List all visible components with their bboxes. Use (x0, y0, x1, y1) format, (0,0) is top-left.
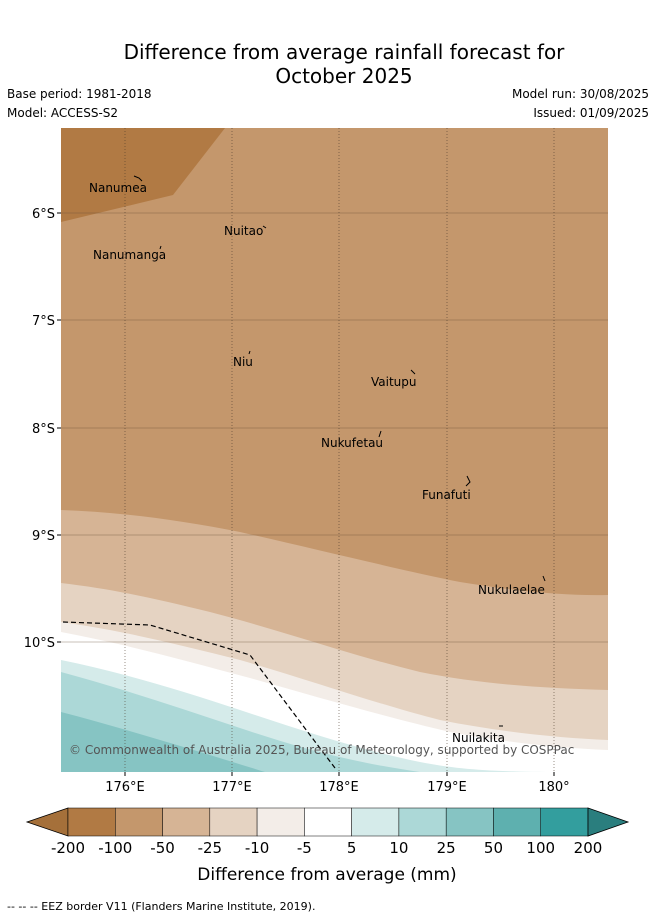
colorbar-label: Difference from average (mm) (197, 865, 456, 885)
band-neg100 (61, 128, 225, 222)
colorbar-segment (493, 807, 541, 837)
map-title: Difference from average rainfall forecas… (0, 40, 655, 88)
place-label: Nukulaelae (478, 583, 545, 597)
copyright-note: © Commonwealth of Australia 2025, Bureau… (69, 743, 574, 757)
nanumea-island (133, 175, 143, 182)
lon-label: 178°E (319, 780, 359, 795)
title-line-1: Difference from average rainfall forecas… (123, 40, 565, 64)
colorbar-segment (115, 807, 163, 837)
longitude-gridlines (124, 128, 555, 772)
eez-footer-note: -- -- -- EEZ border V11 (Flanders Marine… (7, 900, 316, 913)
colorbar-tick-label: -100 (98, 839, 132, 857)
colorbar-segment (351, 807, 400, 837)
colorbar-segment (445, 807, 494, 837)
issued-date: Issued: 01/09/2025 (533, 106, 649, 120)
colorbar: -200 -100 -50 -25 -10 -5 5 10 25 50 100 200 (25, 807, 630, 857)
island-shapes (133, 175, 546, 727)
place-label: Nanumea (89, 181, 147, 195)
place-label: Nanumanga (93, 248, 166, 262)
lon-label: 177°E (212, 780, 252, 795)
colorbar-tick-label: -50 (150, 839, 175, 857)
eez-border-line (62, 621, 336, 769)
vaitupu-island (410, 369, 416, 375)
colorbar-tick-label: 200 (574, 839, 603, 857)
colorbar-tick-label: -200 (51, 839, 85, 857)
colorbar-arrow-high (587, 807, 630, 837)
place-label: Niu (233, 355, 253, 369)
nukufetau-island (378, 430, 382, 438)
colorbar-segment (398, 807, 447, 837)
map-panel: Nanumea Nuitao Nanumanga Niu Vaitupu Nuk… (61, 128, 608, 772)
lat-label: 8°S (32, 422, 55, 437)
latitude-gridlines (61, 212, 608, 643)
nanumanga-island (159, 245, 162, 250)
funafuti-island (465, 475, 471, 487)
colorbar-tick-label: 25 (437, 839, 456, 857)
lon-label: 179°E (427, 780, 467, 795)
lon-label: 176°E (105, 780, 145, 795)
colorbar-tick-label: 100 (526, 839, 555, 857)
colorbar-arrow-low (25, 807, 69, 837)
place-label: Nuitao (224, 224, 263, 238)
colorbar-segment (67, 807, 116, 837)
colorbar-segment (209, 807, 258, 837)
colorbar-segment (162, 807, 211, 837)
lat-label: 10°S (24, 636, 55, 651)
colorbar-tick-label: -5 (297, 839, 312, 857)
colorbar-tick-label: 5 (347, 839, 357, 857)
lat-label: 9°S (32, 529, 55, 544)
nuitao-island (262, 225, 267, 229)
place-label: Nuilakita (452, 731, 505, 745)
colorbar-tick-label: -25 (198, 839, 223, 857)
model-name: Model: ACCESS-S2 (7, 106, 119, 120)
lon-label: 180° (538, 780, 569, 795)
place-label: Vaitupu (371, 375, 417, 389)
niu-island (248, 350, 251, 355)
axis-ticks (57, 212, 555, 776)
base-period: Base period: 1981-2018 (7, 87, 152, 101)
title-line-2: October 2025 (275, 64, 413, 88)
lat-label: 7°S (32, 314, 55, 329)
colorbar-tick-label: 50 (484, 839, 503, 857)
colorbar-tick-label: -10 (245, 839, 270, 857)
lat-label: 6°S (32, 207, 55, 222)
model-run: Model run: 30/08/2025 (511, 87, 649, 101)
colorbar-segment (540, 807, 589, 837)
place-label: Nukufetau (321, 436, 383, 450)
colorbar-tick-label: 10 (389, 839, 408, 857)
colorbar-segment (304, 807, 352, 837)
band-pos50 (61, 712, 265, 772)
colorbar-segment (256, 807, 305, 837)
place-label: Funafuti (422, 488, 471, 502)
nukulaelae-island (542, 575, 546, 582)
